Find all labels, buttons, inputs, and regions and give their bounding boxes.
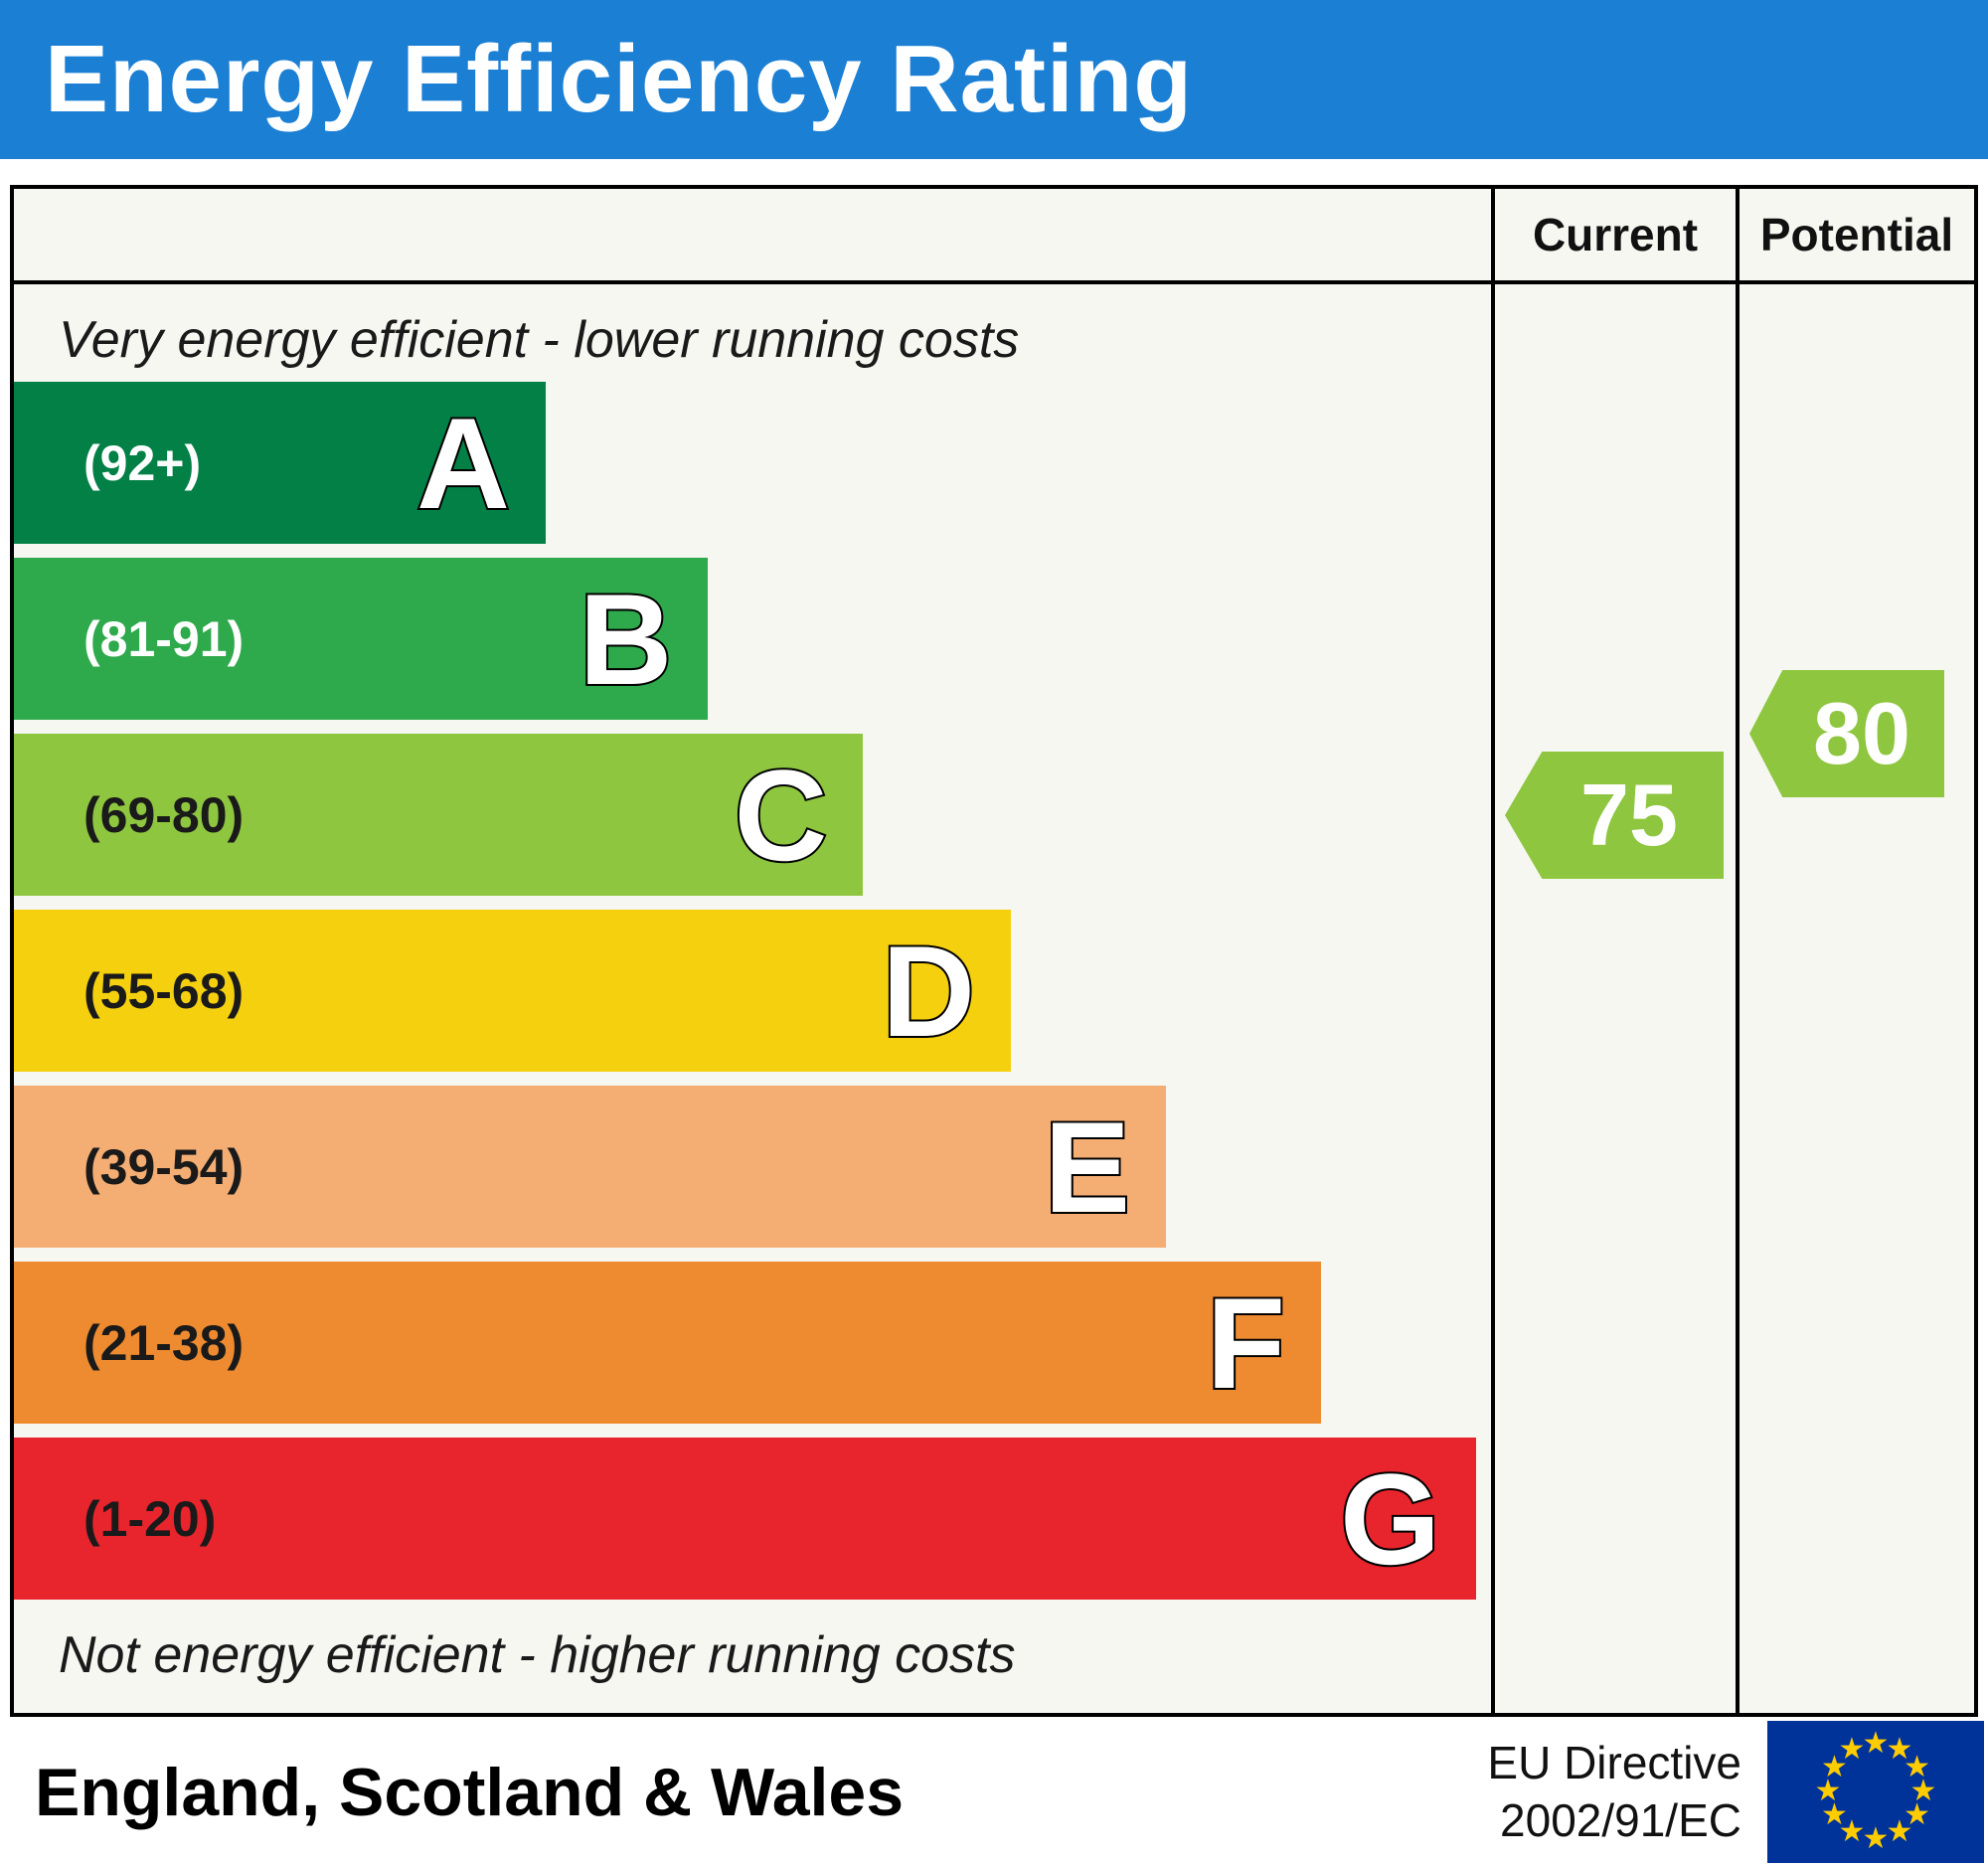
page-title: Energy Efficiency Rating <box>45 26 1193 132</box>
band-row-e: (39-54) E <box>14 1086 1491 1248</box>
band-bar-e: (39-54) E <box>14 1086 1167 1248</box>
band-row-d: (55-68) D <box>14 910 1491 1072</box>
eu-flag-star: ★ <box>1820 1797 1848 1831</box>
potential-column: 80 <box>1736 284 1974 1713</box>
band-letter: D <box>880 918 977 1064</box>
potential-rating-arrow: 80 <box>1749 670 1944 797</box>
band-row-b: (81-91) B <box>14 558 1491 720</box>
eu-flag-star: ★ <box>1862 1821 1890 1855</box>
band-letter: A <box>414 390 512 536</box>
band-bar-f: (21-38) F <box>14 1262 1322 1424</box>
band-letter: C <box>733 742 830 888</box>
eu-flag-star: ★ <box>1814 1774 1842 1807</box>
current-column-header: Current <box>1491 189 1736 284</box>
band-bar-b: (81-91) B <box>14 558 709 720</box>
current-column: 75 <box>1491 284 1736 1713</box>
region-label: England, Scotland & Wales <box>35 1754 905 1830</box>
rating-bands: (92+) A (81-91) B (69-80) C (55-68) D (39-54) E (2… <box>14 382 1491 1600</box>
band-row-a: (92+) A <box>14 382 1491 544</box>
eu-flag-star: ★ <box>1904 1750 1931 1783</box>
band-row-g: (1-20) G <box>14 1438 1491 1600</box>
eu-directive-line1: EU Directive <box>1487 1737 1741 1788</box>
potential-column-header: Potential <box>1736 189 1974 284</box>
eu-flag-star: ★ <box>1838 1815 1866 1849</box>
band-row-f: (21-38) F <box>14 1262 1491 1424</box>
band-letter: E <box>1042 1094 1132 1240</box>
band-range-label: (69-80) <box>83 786 245 843</box>
current-rating-arrow: 75 <box>1505 752 1724 879</box>
eu-flag-star: ★ <box>1838 1732 1866 1766</box>
band-range-label: (1-20) <box>83 1490 217 1547</box>
eu-flag-star: ★ <box>1820 1750 1848 1783</box>
band-bar-d: (55-68) D <box>14 910 1012 1072</box>
eu-flag-star: ★ <box>1904 1797 1931 1831</box>
eu-flag-star: ★ <box>1886 1815 1913 1849</box>
top-caption: Very energy efficient - lower running co… <box>59 311 1020 369</box>
eu-flag-star: ★ <box>1909 1774 1937 1807</box>
band-range-label: (21-38) <box>83 1314 245 1371</box>
epc-rating-chart: Current Potential Very energy efficient … <box>10 185 1978 1717</box>
bands-column: Very energy efficient - lower running co… <box>14 284 1491 1713</box>
band-range-label: (39-54) <box>83 1138 245 1195</box>
eu-flag-star: ★ <box>1886 1732 1913 1766</box>
eu-directive-label: EU Directive 2002/91/EC <box>1487 1735 1741 1849</box>
band-range-label: (55-68) <box>83 962 245 1019</box>
band-letter: F <box>1205 1270 1287 1416</box>
potential-rating-value: 80 <box>1813 684 1910 782</box>
band-range-label: (92+) <box>83 434 202 491</box>
band-letter: B <box>578 566 675 712</box>
band-letter: G <box>1338 1445 1442 1592</box>
band-row-c: (69-80) C <box>14 734 1491 896</box>
bottom-caption: Not energy efficient - higher running co… <box>59 1626 1016 1684</box>
title-bar: Energy Efficiency Rating <box>0 0 1988 159</box>
band-range-label: (81-91) <box>83 610 245 667</box>
main-column-header-spacer <box>14 189 1491 284</box>
band-bar-c: (69-80) C <box>14 734 864 896</box>
band-bar-a: (92+) A <box>14 382 546 544</box>
footer: England, Scotland & Wales EU Directive 2… <box>0 1717 1988 1867</box>
band-bar-g: (1-20) G <box>14 1438 1477 1600</box>
eu-directive-line2: 2002/91/EC <box>1500 1793 1741 1846</box>
eu-flag: ★ ★ ★ ★ ★ ★ ★ ★ ★ ★ ★ ★ <box>1767 1721 1984 1863</box>
eu-flag-star: ★ <box>1862 1726 1890 1760</box>
current-rating-value: 75 <box>1580 765 1678 864</box>
